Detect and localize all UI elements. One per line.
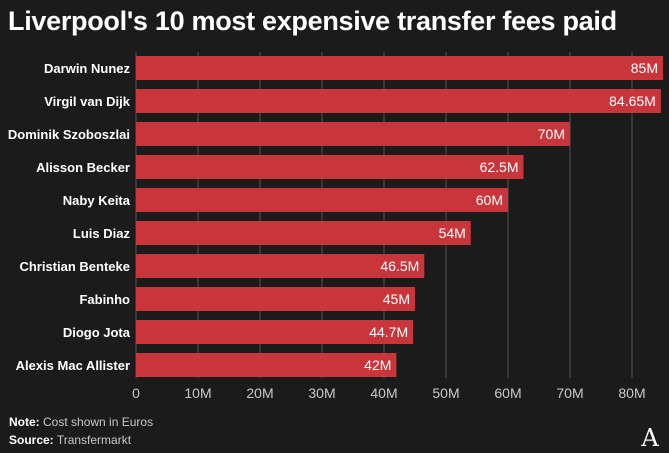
category-label: Alexis Mac Allister (16, 358, 130, 373)
x-tick-label: 0 (132, 385, 140, 401)
bar (136, 155, 524, 179)
source-text: Transfermarkt (56, 433, 132, 447)
data-label: 60M (476, 192, 503, 208)
x-tick-label: 50M (432, 385, 459, 401)
footer: Note: Cost shown in Euros Source: Transf… (9, 413, 153, 449)
category-label: Alisson Becker (36, 160, 130, 175)
bars (136, 56, 663, 377)
data-label: 44.7M (369, 324, 408, 340)
athletic-logo-icon: A (641, 424, 659, 452)
data-label: 85M (631, 60, 658, 76)
source-line: Source: Transfermarkt (9, 431, 153, 449)
data-label: 45M (383, 291, 410, 307)
bar (136, 353, 397, 377)
x-axis-ticks: 0 10M 20M 30M 40M 50M 60M 70M 80M (132, 385, 646, 401)
category-label: Darwin Nunez (44, 61, 130, 76)
bar (136, 287, 415, 311)
x-tick-label: 70M (556, 385, 583, 401)
x-tick-label: 80M (618, 385, 645, 401)
category-label: Luis Diaz (73, 226, 131, 241)
x-tick-label: 40M (370, 385, 397, 401)
bar-chart: Darwin Nunez Virgil van Dijk Dominik Szobo… (8, 52, 663, 401)
bar (136, 56, 663, 80)
category-label: Virgil van Dijk (44, 94, 131, 109)
bar (136, 320, 414, 344)
bar (136, 188, 508, 212)
data-label: 54M (439, 225, 466, 241)
bar (136, 221, 471, 245)
category-label: Diogo Jota (63, 325, 131, 340)
note-label: Note: (9, 415, 40, 429)
data-label: 62.5M (480, 159, 519, 175)
category-labels: Darwin Nunez Virgil van Dijk Dominik Szobo… (8, 61, 131, 373)
data-label: 84.65M (609, 93, 656, 109)
x-tick-label: 60M (494, 385, 521, 401)
bar (136, 122, 570, 146)
note-text: Cost shown in Euros (43, 415, 154, 429)
x-tick-label: 20M (246, 385, 273, 401)
category-label: Naby Keita (63, 193, 131, 208)
x-tick-label: 30M (308, 385, 335, 401)
note-line: Note: Cost shown in Euros (9, 413, 153, 431)
data-label: 46.5M (380, 258, 419, 274)
source-label: Source: (9, 433, 54, 447)
bar (136, 89, 661, 113)
chart-title: Liverpool's 10 most expensive transfer f… (8, 6, 617, 36)
category-label: Christian Benteke (19, 259, 130, 274)
category-label: Fabinho (79, 292, 130, 307)
data-label: 70M (538, 126, 565, 142)
bar (136, 254, 425, 278)
value-labels: 85M 84.65M 70M 62.5M 60M 54M 46.5M 45M 44.7M 42M (364, 60, 658, 373)
category-label: Dominik Szoboszlai (8, 127, 130, 142)
x-tick-label: 10M (184, 385, 211, 401)
data-label: 42M (364, 357, 391, 373)
